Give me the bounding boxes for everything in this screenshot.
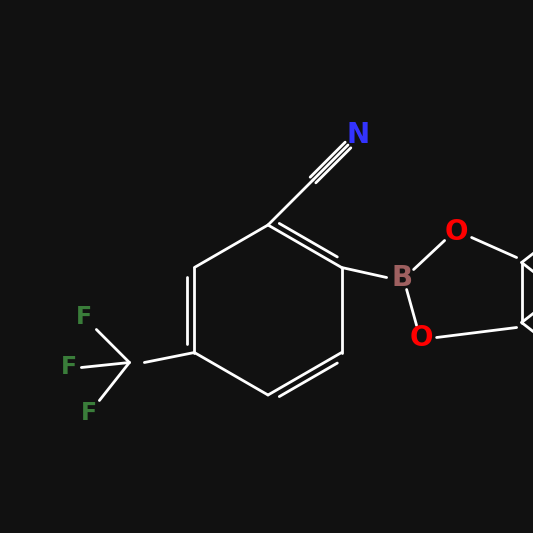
Text: N: N bbox=[346, 121, 369, 149]
Text: F: F bbox=[82, 400, 98, 424]
Text: B: B bbox=[391, 263, 412, 292]
Text: F: F bbox=[61, 356, 77, 379]
Text: O: O bbox=[410, 324, 433, 351]
Text: F: F bbox=[76, 305, 92, 329]
Text: O: O bbox=[445, 219, 469, 246]
